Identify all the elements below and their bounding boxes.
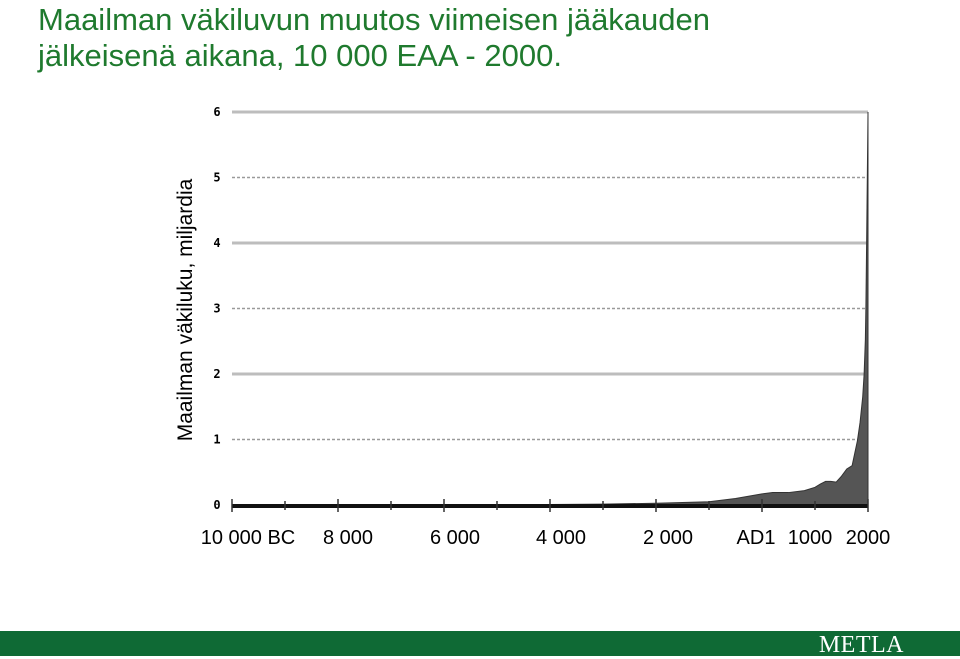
x-tick-label: 4 000 (535, 527, 587, 549)
population-area (231, 111, 869, 506)
y-tick-label-5: 5 (213, 171, 220, 185)
x-tick-label: 2 000 (642, 527, 694, 549)
y-tick-label-1: 1 (213, 433, 220, 447)
x-tick-label: 6 000 (429, 527, 481, 549)
y-tick-label-0: 0 (213, 498, 220, 512)
x-axis-tick-labels: 10 000 BC 8 000 6 000 4 000 2 000 AD1 1000 2000 (0, 527, 960, 555)
x-tick-label: 1000 (787, 527, 833, 549)
y-tick-label-3: 3 (213, 302, 220, 316)
slide-title-line-2: jälkeisenä aikana, 10 000 EAA - 2000. (38, 38, 562, 73)
y-tick-label-2: 2 (213, 367, 220, 381)
metla-logo: METLA (818, 632, 904, 658)
x-tick-label: AD1 (736, 527, 776, 549)
x-tick-label: 10 000 BC (200, 527, 296, 549)
footer-bar: METLA (0, 631, 960, 658)
slide-title: Maailman väkiluvun muutos viimeisen jääk… (38, 2, 938, 74)
y-tick-label-4: 4 (213, 236, 220, 250)
x-tick-label: 2000 (845, 527, 891, 549)
x-tick-label: 8 000 (322, 527, 374, 549)
slide-title-line-1: Maailman väkiluvun muutos viimeisen jääk… (38, 2, 711, 37)
y-tick-label-6: 6 (213, 105, 220, 119)
population-chart: 0 1 2 3 4 5 6 (213, 105, 869, 512)
